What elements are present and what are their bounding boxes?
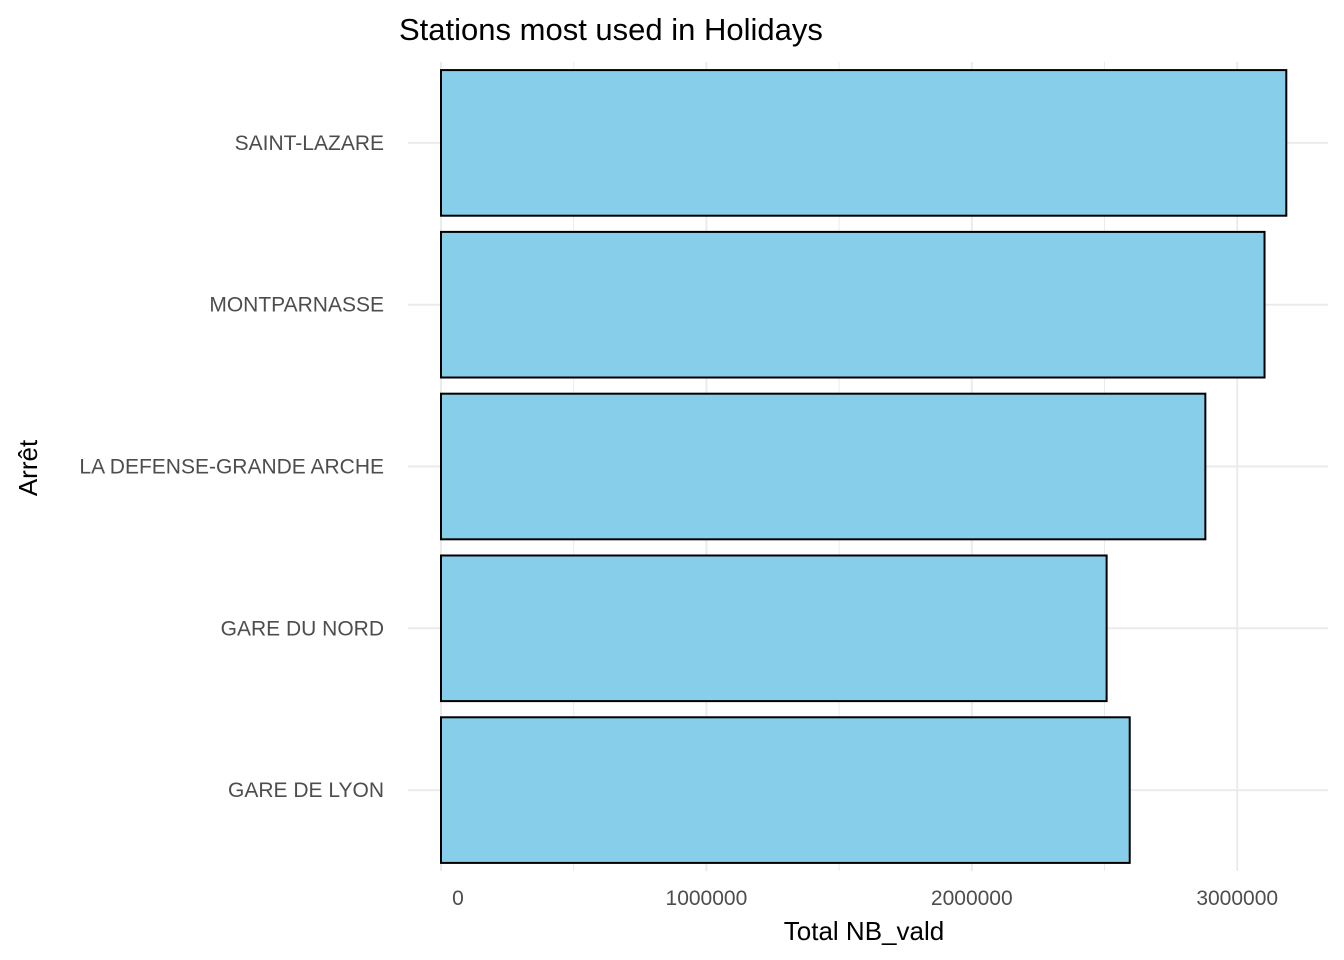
y-tick-label: LA DEFENSE-GRANDE ARCHE bbox=[79, 456, 384, 479]
bar-gare-de-lyon bbox=[440, 716, 1131, 864]
y-axis-title: Arrêt bbox=[13, 439, 43, 496]
bar-gare-du-nord bbox=[440, 554, 1108, 703]
y-tick-label: SAINT-LAZARE bbox=[235, 132, 384, 155]
y-tick-label: GARE DU NORD bbox=[221, 617, 384, 640]
x-axis-title: Total NB_vald bbox=[784, 916, 944, 946]
bar-saint-lazare bbox=[440, 69, 1288, 217]
x-tick-label: 3000000 bbox=[1196, 887, 1278, 910]
chart-title: Stations most used in Holidays bbox=[399, 12, 823, 47]
x-tick-label: 0 bbox=[452, 887, 464, 910]
y-tick-label: MONTPARNASSE bbox=[209, 294, 384, 317]
bar-la-defense-grande-arche bbox=[440, 392, 1207, 541]
x-tick-label: 2000000 bbox=[931, 887, 1013, 910]
x-tick-labels: 0 1000000 2000000 3000000 bbox=[452, 887, 1278, 910]
bar-montparnasse bbox=[440, 230, 1266, 379]
bars bbox=[440, 69, 1288, 864]
y-tick-label: GARE DE LYON bbox=[228, 779, 384, 802]
y-tick-labels: SAINT-LAZARE MONTPARNASSE LA DEFENSE-GRAND… bbox=[79, 132, 384, 802]
x-tick-label: 1000000 bbox=[666, 887, 748, 910]
